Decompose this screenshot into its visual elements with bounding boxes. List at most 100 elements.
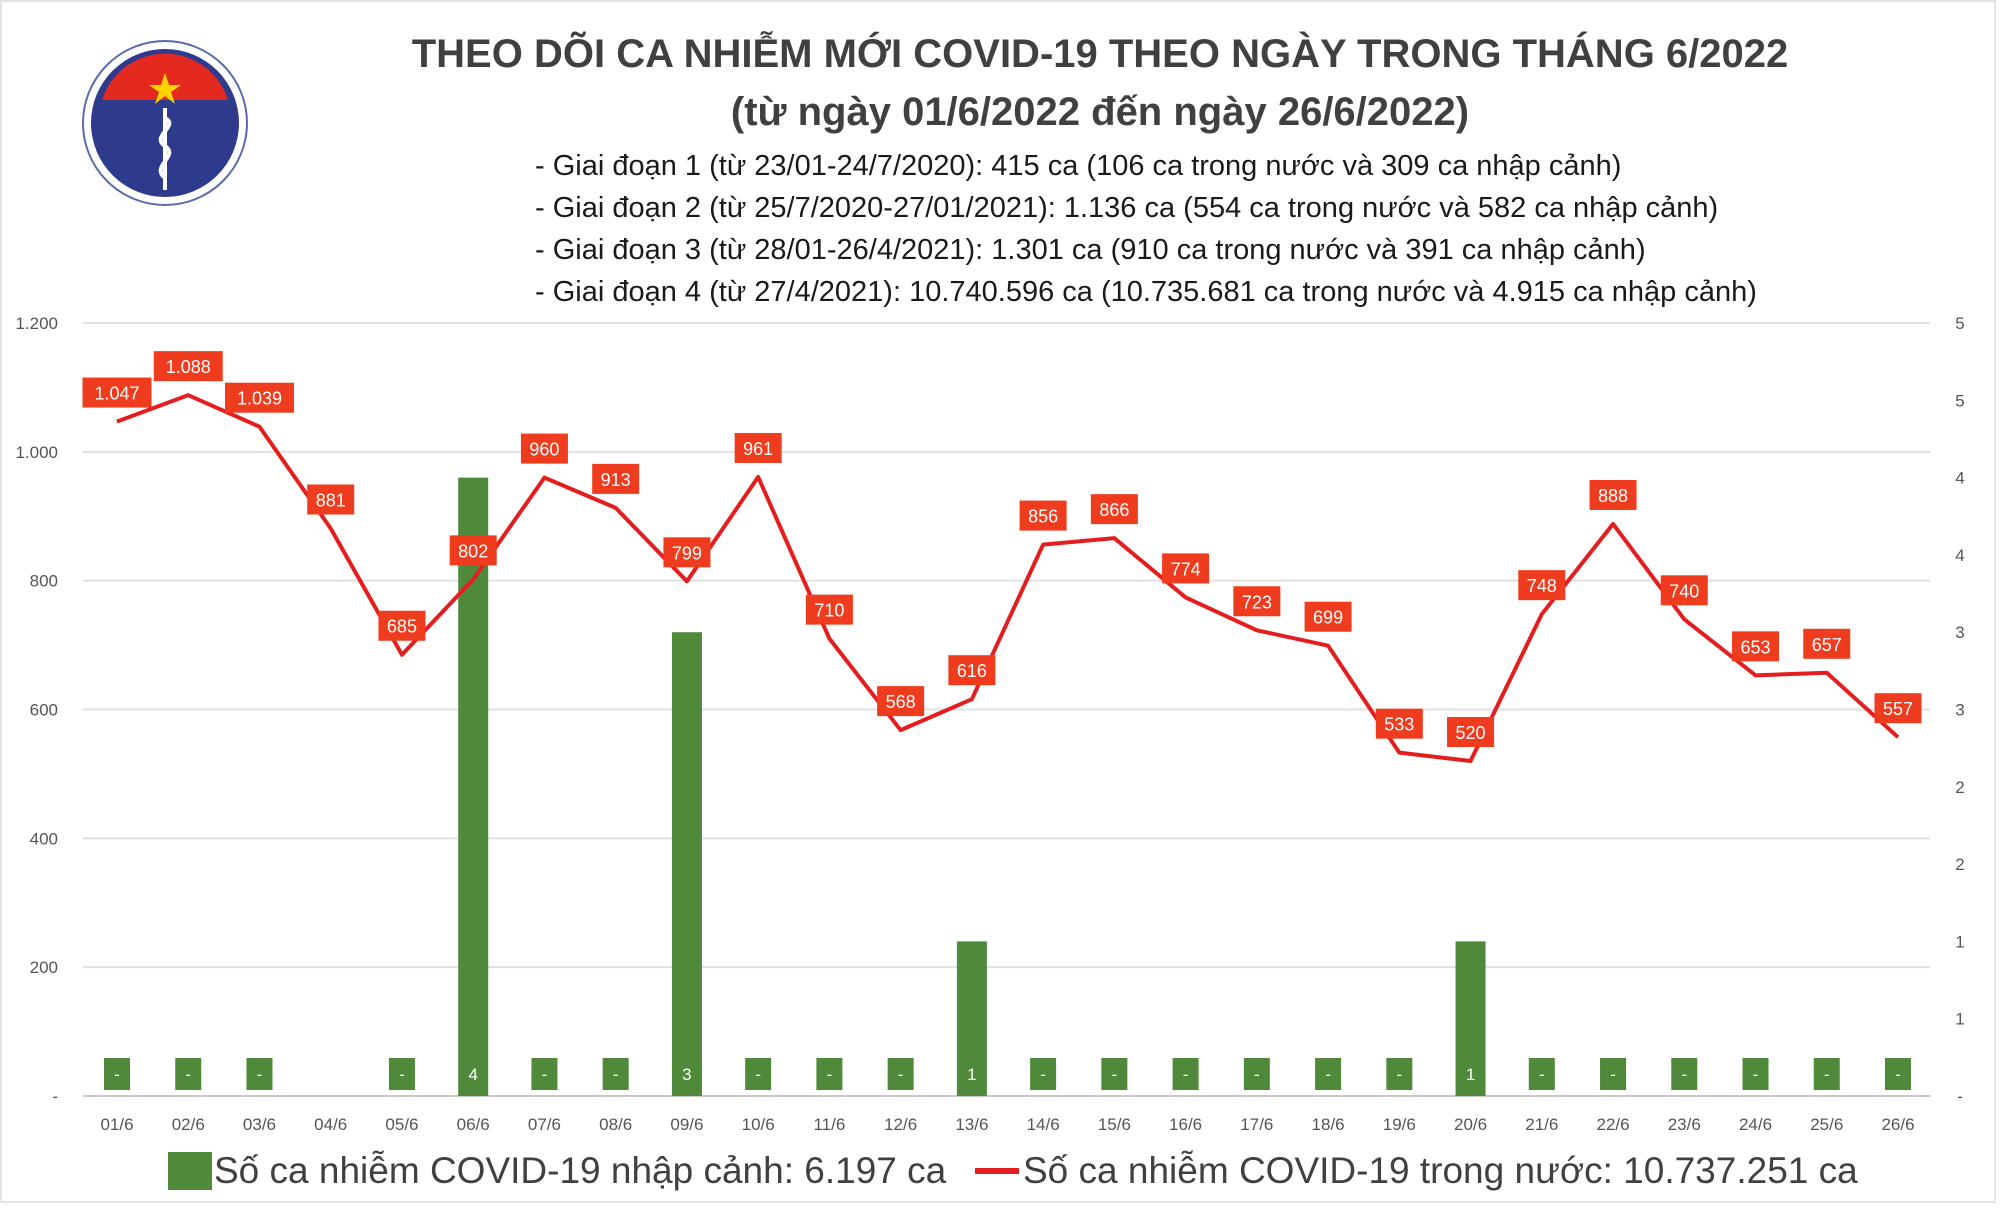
x-tick-label: 07/6: [528, 1115, 561, 1134]
line-label-box: [153, 351, 223, 382]
x-tick-label: 04/6: [314, 1115, 347, 1134]
x-tick-label: 13/6: [955, 1115, 988, 1134]
line-data-label: 723: [1242, 592, 1272, 612]
x-tick-label: 19/6: [1383, 1115, 1416, 1134]
line-data-label: 1.039: [237, 389, 282, 409]
bar-label-box: [1600, 1058, 1627, 1090]
line-data-label: 799: [672, 543, 702, 563]
x-tick-label: 02/6: [172, 1115, 205, 1134]
y-right-tick-label: 5: [1955, 391, 1964, 410]
bar-data-label: -: [1040, 1065, 1046, 1084]
chart-title: THEO DÕI CA NHIỄM MỚI COVID-19 THEO NGÀY…: [411, 32, 1789, 76]
line-label-box: [520, 433, 568, 464]
bar-data-label: -: [185, 1065, 191, 1084]
line-data-label: 568: [886, 692, 916, 712]
line-label-box: [1304, 601, 1352, 632]
y-right-tick-label: 1: [1955, 932, 1964, 951]
line-label-box: [877, 686, 925, 717]
legend-item-domestic: Số ca nhiễm COVID-19 trong nước: 10.737.…: [975, 1150, 1858, 1192]
x-tick-label: 14/6: [1027, 1115, 1060, 1134]
bar-label-box: [745, 1058, 772, 1090]
legend-item-imported: Số ca nhiễm COVID-19 nhập cảnh: 6.197 ca: [168, 1150, 946, 1192]
bar-data-label: -: [1112, 1065, 1118, 1084]
y-right-tick-label: 1: [1955, 1010, 1964, 1029]
bar-label-box: [460, 1058, 487, 1090]
bar-data-label: -: [542, 1065, 548, 1084]
phase-1-note: - Giai đoạn 1 (từ 23/01-24/7/2020): 415 …: [535, 150, 1622, 182]
line-data-label: 961: [743, 439, 773, 459]
line-label-box: [1660, 575, 1708, 606]
line-data-label: 913: [601, 470, 631, 490]
bar-label-box: [887, 1058, 914, 1090]
line-label-box: [1518, 570, 1566, 601]
y-left-tick-label: -: [52, 1087, 58, 1106]
line-data-label: 685: [387, 617, 417, 637]
y-right-tick-label: 2: [1955, 855, 1964, 874]
bar-label-box: [246, 1058, 273, 1090]
bar-label-box: [1243, 1058, 1270, 1090]
y-left-tick-label: 200: [30, 958, 58, 977]
bar-label-box: [816, 1058, 843, 1090]
phase-4-note: - Giai đoạn 4 (từ 27/4/2021): 10.740.596…: [535, 276, 1757, 308]
phase-2-note: - Giai đoạn 2 (từ 25/7/2020-27/01/2021):…: [535, 192, 1719, 224]
bar-label-box: [958, 1058, 985, 1090]
line-data-label: 802: [458, 541, 488, 561]
line-label-box: [805, 594, 853, 625]
x-tick-label: 21/6: [1525, 1115, 1558, 1134]
line-data-label: 866: [1099, 500, 1129, 520]
bar-data-label: -: [755, 1065, 761, 1084]
legend-bar-swatch: [168, 1152, 212, 1190]
bar-data-label: -: [827, 1065, 833, 1084]
bar-label-box: [1101, 1058, 1128, 1090]
bar-data-label: -: [1610, 1065, 1616, 1084]
line-label-box: [1447, 717, 1495, 748]
x-tick-label: 18/6: [1312, 1115, 1345, 1134]
chart-subtitle: (từ ngày 01/6/2022 đến ngày 26/6/2022): [730, 90, 1470, 134]
bar-label-box: [602, 1058, 629, 1090]
line-label-box: [734, 432, 782, 463]
x-tick-label: 16/6: [1169, 1115, 1202, 1134]
domestic-cases-line: [116, 393, 1900, 764]
line-data-label: 740: [1669, 581, 1699, 601]
y-right-tick-label: 4: [1955, 469, 1964, 488]
x-tick-label: 24/6: [1739, 1115, 1772, 1134]
bar-data-label: 4: [468, 1065, 477, 1084]
line-data-label: 653: [1740, 637, 1770, 657]
line-data-label: 1.088: [166, 357, 211, 377]
line-label-box: [1375, 708, 1423, 739]
line-label-box: [224, 382, 294, 413]
bar-data-label: -: [1895, 1065, 1901, 1084]
line-data-label: 520: [1456, 723, 1486, 743]
line-data-label: 856: [1028, 507, 1058, 527]
line-label-box: [592, 463, 640, 494]
x-tick-label: 10/6: [742, 1115, 775, 1134]
line-data-label: 748: [1527, 576, 1557, 596]
ministry-of-health-logo: [82, 40, 248, 206]
line-label-box: [449, 535, 497, 566]
y-right-tick-label: -: [1957, 1087, 1963, 1106]
line-data-label: 888: [1598, 486, 1628, 506]
bar-data-label: -: [114, 1065, 120, 1084]
y-left-tick-label: 800: [30, 572, 58, 591]
bar-label-box: [673, 1058, 700, 1090]
line-label-box: [1233, 586, 1281, 617]
legend-label-domestic: Số ca nhiễm COVID-19 trong nước: 10.737.…: [1023, 1150, 1858, 1191]
bar-data-label: -: [257, 1065, 263, 1084]
bar-data-label: -: [1396, 1065, 1402, 1084]
bar-label-box: [1030, 1058, 1057, 1090]
bar-data-label: -: [1254, 1065, 1260, 1084]
bar-data-label: 1: [1466, 1065, 1475, 1084]
line-data-label: 774: [1171, 559, 1201, 579]
bar-data-label: -: [1681, 1065, 1687, 1084]
y-right-tick-label: 2: [1955, 778, 1964, 797]
bar-label-box: [1528, 1058, 1555, 1090]
line-data-label: 710: [814, 601, 844, 621]
bar-label-box: [175, 1058, 202, 1090]
bar-label-box: [388, 1058, 415, 1090]
bar-label-box: [1457, 1058, 1484, 1090]
legend-label-imported: Số ca nhiễm COVID-19 nhập cảnh: 6.197 ca: [214, 1150, 947, 1191]
line-label-box: [378, 610, 426, 641]
bar-label-box: [104, 1058, 130, 1090]
x-tick-label: 01/6: [100, 1115, 133, 1134]
bar-data-label: -: [399, 1065, 405, 1084]
